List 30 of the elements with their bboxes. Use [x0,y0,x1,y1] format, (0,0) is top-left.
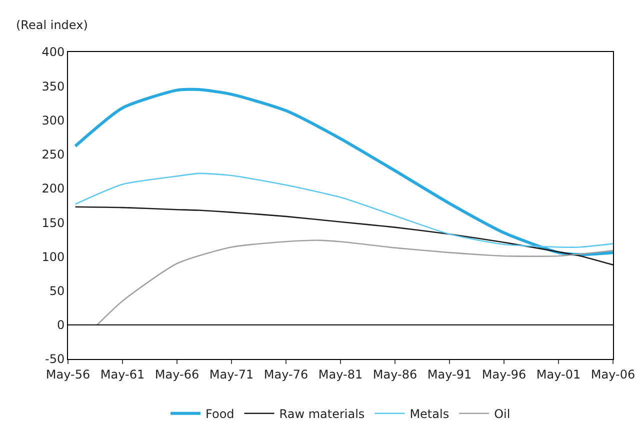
x-tick-label: May-71 [209,367,254,382]
x-tick-label: May-01 [536,367,581,382]
y-axis-title: (Real index) [16,18,88,32]
y-tick-label: 100 [42,250,65,264]
y-tick-label: 150 [42,216,65,230]
x-tick-label: May-06 [590,367,636,382]
y-tick-label: 200 [42,182,65,196]
x-tick-label: May-86 [372,367,418,382]
y-tick-label: -50 [44,352,65,366]
line-series [74,206,613,266]
y-tick-label: 350 [42,79,65,94]
y-tick-label: 50 [49,284,65,298]
y-tick-label: 0 [56,318,65,332]
y-tick-label: 400 [42,45,65,60]
line-series [96,240,613,326]
line-series [74,172,613,248]
legend-label: Metals [410,407,450,422]
legend-label: Raw materials [279,407,365,422]
y-tick-label: 300 [42,113,65,128]
x-tick-label: May-61 [100,367,145,382]
x-tick-label: May-56 [46,367,90,382]
x-tick-label: May-96 [482,367,526,382]
x-tick-label: May-76 [264,367,308,382]
x-tick-label: May-91 [427,367,472,382]
legend-label: Food [206,407,234,422]
legend-label: Oil [494,407,510,422]
y-tick-label: 250 [42,148,65,162]
line-series [74,88,613,256]
x-tick-label: May-81 [318,367,363,382]
x-tick-label: May-66 [154,367,200,382]
